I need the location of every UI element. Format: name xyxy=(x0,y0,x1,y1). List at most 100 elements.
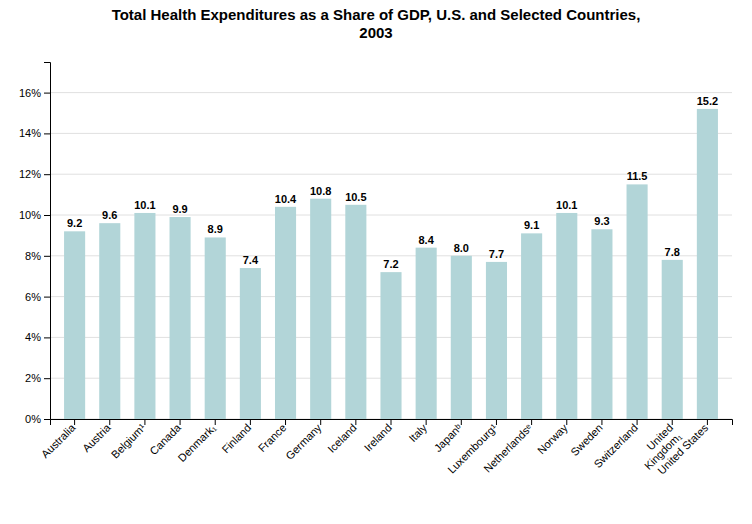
data-label: 7.8 xyxy=(665,246,680,258)
bar xyxy=(134,213,155,419)
x-tick-label: Iceland xyxy=(325,421,359,455)
bar xyxy=(310,199,331,419)
x-tick: Switzerland xyxy=(591,419,640,470)
data-label: 9.1 xyxy=(524,219,539,231)
y-tick-label: 4% xyxy=(25,331,41,343)
bar xyxy=(556,213,577,419)
bar xyxy=(275,207,296,419)
grid-line xyxy=(50,133,732,134)
x-tick-mark xyxy=(109,419,110,425)
bar xyxy=(662,260,683,419)
data-label: 8.0 xyxy=(454,242,469,254)
y-tick-mark xyxy=(44,174,50,175)
x-tick-mark xyxy=(180,419,181,425)
data-label: 9.9 xyxy=(172,203,187,215)
y-tick-mark xyxy=(44,337,50,338)
bar xyxy=(205,237,226,419)
bars xyxy=(64,109,718,419)
data-label: 8.4 xyxy=(419,234,435,246)
data-label: 7.2 xyxy=(383,258,398,270)
bar xyxy=(380,272,401,419)
y-tick: 10% xyxy=(19,209,50,221)
bar xyxy=(697,109,718,419)
x-tick: Italy xyxy=(406,419,429,444)
data-label: 8.9 xyxy=(208,223,223,235)
x-tick-mark xyxy=(707,419,708,425)
bar xyxy=(591,229,612,419)
data-label: 10.1 xyxy=(556,199,577,211)
bar xyxy=(170,217,191,419)
y-tick: 6% xyxy=(25,291,50,303)
x-tick-label: Italy xyxy=(406,421,429,444)
y-tick: 4% xyxy=(25,331,50,343)
plot-area: 0% 2% 4% 6% 8% 10% 12% 14% 16% AustraliaAustriaBe… xyxy=(19,63,733,477)
y-tick-label: 10% xyxy=(19,209,41,221)
x-tick-mark xyxy=(601,419,602,425)
bar xyxy=(451,256,472,419)
x-tick: Canada xyxy=(147,419,183,457)
y-axis: 0% 2% 4% 6% 8% 10% 12% 14% 16% xyxy=(19,63,51,426)
x-tick-mark xyxy=(496,419,497,425)
y-tick-label: 12% xyxy=(19,168,41,180)
chart-svg: 0% 2% 4% 6% 8% 10% 12% 14% 16% AustraliaAustriaBe… xyxy=(0,0,752,524)
y-tick-mark xyxy=(44,256,50,257)
x-tick: Austria xyxy=(80,419,113,454)
data-label: 9.2 xyxy=(67,217,82,229)
bar xyxy=(99,223,120,419)
x-tick: Ireland xyxy=(362,419,394,454)
y-tick-mark xyxy=(44,215,50,216)
x-tick-label: Switzerland xyxy=(591,421,640,470)
x-tick-label: Australia xyxy=(39,421,78,460)
data-labels: 9.29.610.19.98.97.410.410.810.57.28.48.0… xyxy=(67,95,718,270)
data-label: 7.7 xyxy=(489,248,504,260)
bar xyxy=(521,233,542,419)
y-tick: 16% xyxy=(19,87,50,99)
data-label: 9.6 xyxy=(102,209,117,221)
data-label: 10.1 xyxy=(134,199,155,211)
data-label: 10.8 xyxy=(310,185,331,197)
grid-line xyxy=(50,92,732,93)
y-tick-mark xyxy=(44,378,50,379)
y-tick-mark xyxy=(44,419,50,420)
title: Total Health Expenditures as a Share of … xyxy=(112,6,641,41)
y-axis-line xyxy=(44,63,51,420)
y-tick: 2% xyxy=(25,372,50,384)
x-tick-mark xyxy=(426,419,427,425)
x-tick: Japanᵇ xyxy=(432,419,465,454)
grid xyxy=(50,93,732,419)
x-tick-label: Japanᵇ xyxy=(432,421,465,454)
x-tick: Germany xyxy=(283,419,324,462)
x-tick: Sweden xyxy=(568,419,605,458)
x-tick-mark xyxy=(250,419,251,425)
y-tick-label: 14% xyxy=(19,127,41,139)
y-tick-label: 8% xyxy=(25,250,41,262)
y-tick-label: 0% xyxy=(25,413,41,425)
x-tick-mark xyxy=(531,419,532,425)
x-tick-mark xyxy=(320,419,321,425)
x-tick-mark xyxy=(215,419,216,425)
x-tick: Finland xyxy=(219,419,253,455)
y-tick: 12% xyxy=(19,168,50,180)
y-tick-mark xyxy=(44,133,50,134)
y-tick-label: 16% xyxy=(19,87,41,99)
bar xyxy=(416,248,437,419)
y-tick-label: 6% xyxy=(25,291,41,303)
x-tick-label: Germany xyxy=(283,421,324,462)
x-tick-label: Belgium¹ xyxy=(109,421,148,460)
x-tick-mark xyxy=(144,419,145,425)
x-tick: United States xyxy=(655,419,711,477)
x-tick-mark xyxy=(74,419,75,425)
x-axis: AustraliaAustriaBelgium¹CanadaDenmark₁Fi… xyxy=(39,419,733,477)
x-tick: Iceland xyxy=(325,419,359,455)
x-tick-mark xyxy=(672,419,673,425)
y-tick: 8% xyxy=(25,250,50,262)
x-tick: Netherlandsᵉ xyxy=(481,419,534,475)
x-tick-mark xyxy=(566,419,567,425)
y-tick-mark xyxy=(44,93,50,94)
y-tick-label: 2% xyxy=(25,372,41,384)
x-tick: Belgium¹ xyxy=(109,419,148,461)
x-tick-label: Austria xyxy=(80,421,113,454)
x-tick-label: Norway xyxy=(535,421,570,456)
y-tick: 0% xyxy=(25,413,50,425)
bar xyxy=(64,231,85,419)
